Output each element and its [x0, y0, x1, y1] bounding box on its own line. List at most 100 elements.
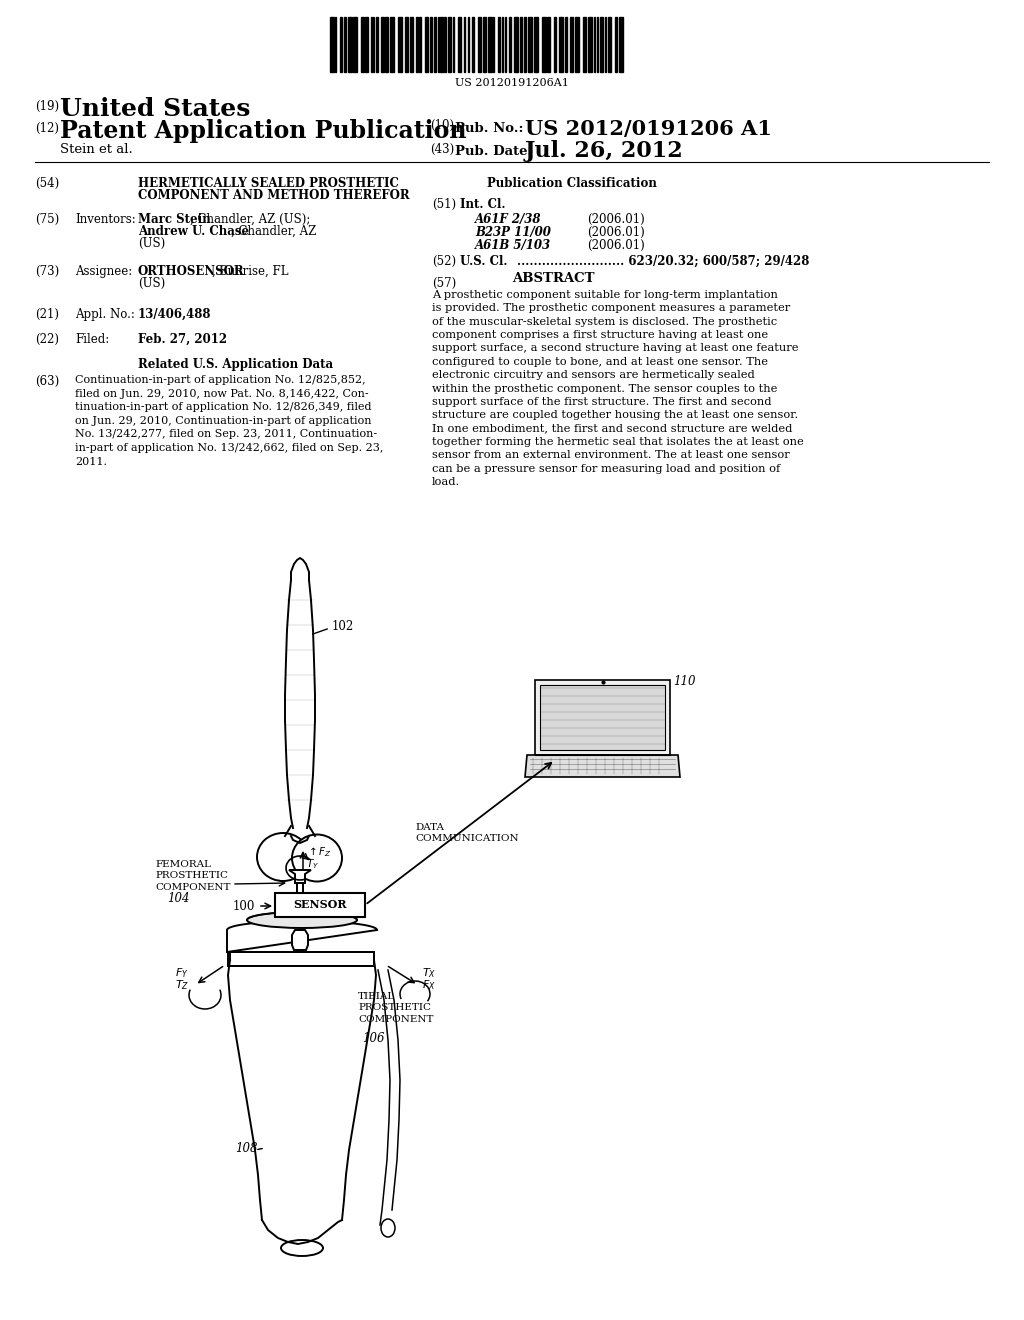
Text: Stein et al.: Stein et al.: [60, 143, 133, 156]
Bar: [376, 17, 378, 73]
Bar: [528, 17, 532, 73]
Bar: [618, 17, 623, 73]
Text: 110: 110: [673, 675, 695, 688]
Text: 13/406,488: 13/406,488: [138, 308, 212, 321]
Bar: [483, 17, 486, 73]
FancyBboxPatch shape: [275, 894, 365, 917]
Text: Andrew U. Chase: Andrew U. Chase: [138, 224, 249, 238]
Text: (10): (10): [430, 119, 454, 132]
Bar: [565, 17, 567, 73]
Text: , Sunrise, FL: , Sunrise, FL: [212, 265, 289, 279]
Text: Pub. No.:: Pub. No.:: [455, 121, 523, 135]
Bar: [608, 17, 611, 73]
Bar: [449, 17, 451, 73]
Bar: [458, 17, 461, 73]
Text: (63): (63): [35, 375, 59, 388]
Bar: [542, 17, 546, 73]
Text: (54): (54): [35, 177, 59, 190]
Text: 104: 104: [167, 891, 189, 904]
Text: $F_X$: $F_X$: [422, 978, 436, 991]
Bar: [440, 17, 443, 73]
Bar: [385, 17, 388, 73]
Text: (43): (43): [430, 143, 455, 156]
Bar: [524, 17, 526, 73]
Text: Assignee:: Assignee:: [75, 265, 132, 279]
Bar: [588, 17, 592, 73]
Text: (US): (US): [138, 277, 165, 290]
Text: (22): (22): [35, 333, 59, 346]
Text: $F_Y$: $F_Y$: [175, 966, 188, 979]
Bar: [498, 17, 500, 73]
Ellipse shape: [381, 1218, 395, 1237]
Text: Patent Application Publication: Patent Application Publication: [60, 119, 467, 143]
Text: $T_Y$: $T_Y$: [306, 857, 319, 871]
Text: US 20120191206A1: US 20120191206A1: [455, 78, 569, 88]
Polygon shape: [540, 685, 665, 750]
Bar: [419, 17, 421, 73]
Bar: [365, 17, 368, 73]
Ellipse shape: [247, 912, 357, 928]
Bar: [488, 17, 492, 73]
Text: (57): (57): [432, 277, 457, 290]
Text: US 2012/0191206 A1: US 2012/0191206 A1: [525, 119, 772, 139]
Text: COMPONENT AND METHOD THEREFOR: COMPONENT AND METHOD THEREFOR: [138, 189, 410, 202]
Text: DATA
COMMUNICATION: DATA COMMUNICATION: [415, 822, 518, 843]
Polygon shape: [227, 921, 377, 952]
Text: Appl. No.:: Appl. No.:: [75, 308, 135, 321]
Text: 102: 102: [332, 619, 354, 632]
Text: A61B 5/103: A61B 5/103: [475, 239, 551, 252]
Bar: [534, 17, 538, 73]
Text: A prosthetic component suitable for long-term implantation
is provided. The pros: A prosthetic component suitable for long…: [432, 290, 804, 487]
Text: U.S. Cl.: U.S. Cl.: [460, 255, 508, 268]
Text: Marc Stein: Marc Stein: [138, 213, 211, 226]
Bar: [353, 17, 357, 73]
Bar: [390, 17, 394, 73]
Bar: [348, 17, 352, 73]
Bar: [330, 17, 334, 73]
Bar: [575, 17, 579, 73]
Bar: [434, 17, 436, 73]
Text: FEMORAL
PROSTHETIC
COMPONENT: FEMORAL PROSTHETIC COMPONENT: [155, 859, 230, 892]
Text: Pub. Date:: Pub. Date:: [455, 145, 532, 158]
Text: (2006.01): (2006.01): [587, 226, 645, 239]
Bar: [559, 17, 563, 73]
Text: B23P 11/00: B23P 11/00: [475, 226, 551, 239]
Text: HERMETICALLY SEALED PROSTHETIC: HERMETICALLY SEALED PROSTHETIC: [138, 177, 399, 190]
Text: TIBIAL
PROSTHETIC
COMPONENT: TIBIAL PROSTHETIC COMPONENT: [358, 991, 433, 1024]
Text: (75): (75): [35, 213, 59, 226]
Bar: [416, 17, 418, 73]
Bar: [406, 17, 408, 73]
Bar: [514, 17, 518, 73]
Ellipse shape: [292, 834, 342, 882]
Text: Inventors:: Inventors:: [75, 213, 136, 226]
Text: A61F 2/38: A61F 2/38: [475, 213, 542, 226]
Text: $\uparrow F_Z$: $\uparrow F_Z$: [306, 845, 332, 859]
Text: , Chandler, AZ: , Chandler, AZ: [231, 224, 316, 238]
Bar: [520, 17, 522, 73]
Bar: [570, 17, 573, 73]
Text: (2006.01): (2006.01): [587, 213, 645, 226]
Text: .......................... 623/20.32; 600/587; 29/428: .......................... 623/20.32; 60…: [517, 255, 809, 268]
Text: (51): (51): [432, 198, 456, 211]
Text: (73): (73): [35, 265, 59, 279]
Text: (2006.01): (2006.01): [587, 239, 645, 252]
Bar: [381, 17, 384, 73]
Polygon shape: [292, 931, 308, 950]
Text: (21): (21): [35, 308, 59, 321]
Polygon shape: [525, 755, 680, 777]
Text: 100: 100: [232, 899, 255, 912]
Text: 106: 106: [362, 1031, 384, 1044]
Bar: [478, 17, 481, 73]
Polygon shape: [297, 883, 303, 895]
Text: (19): (19): [35, 100, 59, 114]
Text: $T_X$: $T_X$: [422, 966, 436, 979]
Text: 108: 108: [236, 1142, 258, 1155]
Text: $T_Z$: $T_Z$: [175, 978, 189, 991]
Polygon shape: [289, 870, 311, 883]
Text: Jul. 26, 2012: Jul. 26, 2012: [525, 140, 684, 162]
Bar: [425, 17, 428, 73]
Text: , Chandler, AZ (US);: , Chandler, AZ (US);: [190, 213, 310, 226]
Bar: [361, 17, 364, 73]
Text: SENSOR: SENSOR: [293, 899, 347, 911]
Text: United States: United States: [60, 96, 251, 121]
